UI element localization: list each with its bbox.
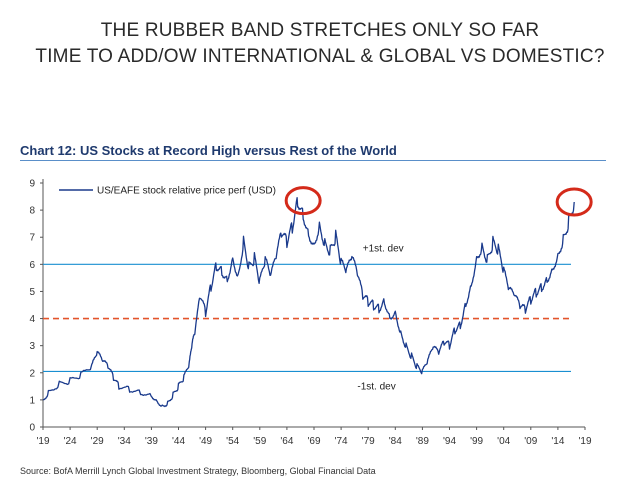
legend-label: US/EAFE stock relative price perf (USD) — [97, 186, 276, 197]
x-tick-label: '39 — [145, 436, 158, 447]
x-tick-label: '89 — [416, 436, 429, 447]
x-tick-label: '29 — [91, 436, 104, 447]
y-tick-label: 9 — [29, 179, 35, 190]
x-tick-label: '64 — [280, 436, 293, 447]
y-tick-label: 7 — [29, 233, 35, 244]
reference-label-minus-dev: -1st. dev — [357, 381, 395, 392]
x-tick-label: '94 — [443, 436, 456, 447]
x-tick-label: '54 — [226, 436, 239, 447]
x-tick-label: '74 — [335, 436, 348, 447]
x-tick-label: '04 — [497, 436, 510, 447]
series-line — [42, 197, 575, 408]
x-tick-label: '19 — [36, 436, 49, 447]
x-tick-label: '14 — [551, 436, 564, 447]
x-tick-label: '79 — [362, 436, 375, 447]
y-tick-label: 0 — [29, 423, 35, 434]
chart-title-divider — [20, 160, 606, 161]
x-tick-label: '19 — [578, 436, 591, 447]
x-tick-label: '84 — [389, 436, 402, 447]
x-tick-label: '59 — [253, 436, 266, 447]
x-tick-label: '09 — [524, 436, 537, 447]
slide-headline-line2: TIME TO ADD/OW INTERNATIONAL & GLOBAL VS… — [35, 46, 605, 67]
x-tick-label: '99 — [470, 436, 483, 447]
x-tick-label: '24 — [64, 436, 77, 447]
y-tick-label: 8 — [29, 206, 35, 217]
chart-source: Source: BofA Merrill Lynch Global Invest… — [20, 466, 376, 476]
reference-label-plus-dev: +1st. dev — [363, 243, 404, 254]
highlight-circle-annotation — [555, 187, 593, 217]
x-tick-label: '69 — [307, 436, 320, 447]
chart-title: Chart 12: US Stocks at Record High versu… — [20, 143, 397, 158]
highlight-circle-annotation — [284, 186, 322, 216]
slide-headline-line1: THE RUBBER BAND STRETCHES ONLY SO FAR — [100, 20, 540, 41]
x-tick-label: '34 — [118, 436, 131, 447]
y-tick-label: 1 — [29, 395, 35, 406]
x-tick-label: '49 — [199, 436, 212, 447]
x-tick-label: '44 — [172, 436, 185, 447]
y-tick-label: 3 — [29, 341, 35, 352]
y-tick-label: 4 — [29, 314, 35, 325]
y-tick-label: 2 — [29, 368, 35, 379]
y-tick-label: 5 — [29, 287, 35, 298]
y-tick-label: 6 — [29, 260, 35, 271]
